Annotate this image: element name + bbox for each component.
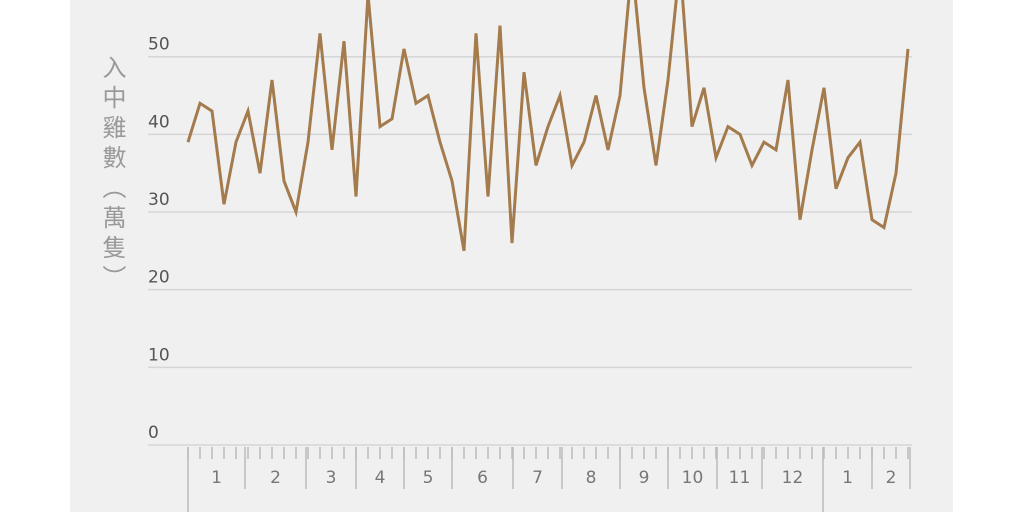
month-label: 5 bbox=[423, 468, 434, 488]
month-label: 3 bbox=[326, 468, 337, 488]
y-axis-label: 入中雞數（萬隻） bbox=[98, 55, 126, 295]
month-label: 8 bbox=[586, 468, 597, 488]
month-label: 10 bbox=[682, 468, 704, 488]
month-label: 12 bbox=[782, 468, 804, 488]
y-tick-label: 10 bbox=[148, 345, 170, 365]
y-tick-label: 20 bbox=[148, 268, 170, 288]
month-label: 7 bbox=[532, 468, 543, 488]
month-label: 1 bbox=[211, 468, 222, 488]
y-axis-label-text: 入中雞數（萬隻） bbox=[98, 55, 126, 295]
panel bbox=[70, 0, 953, 512]
y-tick-label: 50 bbox=[148, 35, 170, 55]
month-label: 11 bbox=[729, 468, 751, 488]
month-label: 6 bbox=[477, 468, 488, 488]
month-label: 4 bbox=[375, 468, 386, 488]
data-line bbox=[186, 0, 910, 252]
month-label: 1 bbox=[842, 468, 853, 488]
month-label: 2 bbox=[886, 468, 897, 488]
y-tick-label: 40 bbox=[148, 112, 170, 132]
month-label: 2 bbox=[270, 468, 281, 488]
month-label: 9 bbox=[639, 468, 650, 488]
y-tick-label: 30 bbox=[148, 190, 170, 210]
y-tick-label: 0 bbox=[148, 423, 159, 443]
